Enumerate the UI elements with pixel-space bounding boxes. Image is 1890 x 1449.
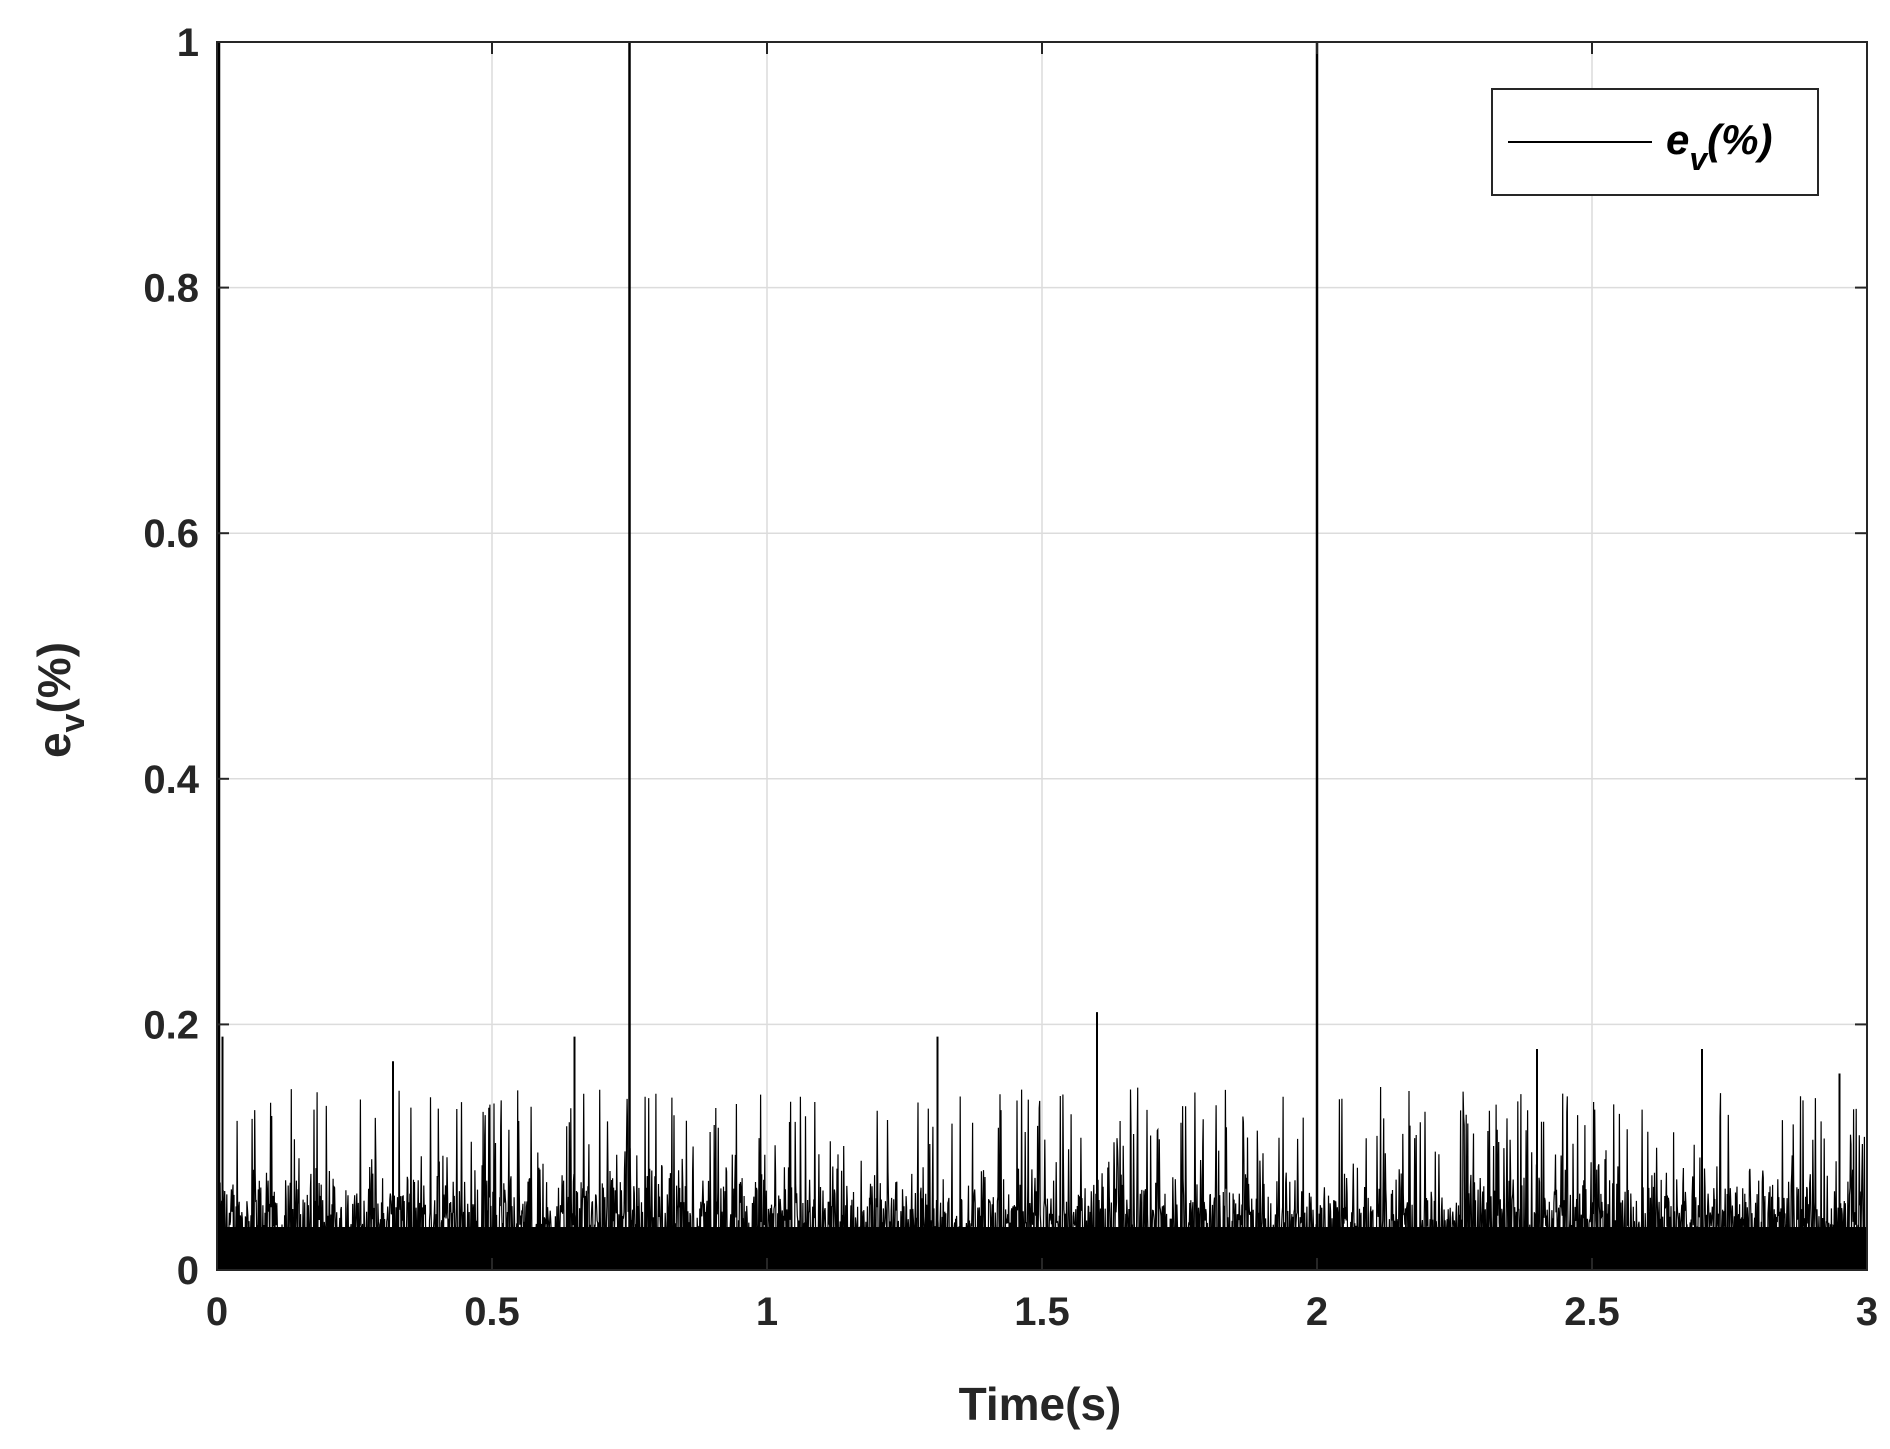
x-tick-labels: 0 0.5 1 1.5 2 2.5 3 [206, 1290, 1878, 1334]
y-axis-label-base: e [28, 732, 80, 758]
y-tick-label: 1 [177, 21, 199, 65]
y-axis-label-sub: v [54, 713, 92, 732]
x-tick-label: 3 [1856, 1290, 1878, 1334]
x-tick-label: 0.5 [464, 1290, 520, 1334]
x-tick-label: 0 [206, 1290, 228, 1334]
svg-text:ev(%): ev(%) [28, 642, 92, 758]
legend-label-rest: (%) [1707, 116, 1772, 163]
y-tick-labels: 0 0.2 0.4 0.6 0.8 1 [143, 21, 199, 1293]
x-tick-label: 2.5 [1564, 1290, 1620, 1334]
x-tick-label: 1 [756, 1290, 778, 1334]
y-tick-label: 0.6 [143, 512, 199, 556]
y-tick-label: 0.8 [143, 267, 199, 311]
y-axis-label-rest: (%) [28, 642, 80, 714]
y-axis-label: ev(%) [28, 642, 92, 758]
y-tick-label: 0 [177, 1249, 199, 1293]
x-axis-label: Time(s) [959, 1378, 1122, 1430]
x-tick-label: 2 [1306, 1290, 1328, 1334]
legend-label-sub: v [1689, 141, 1709, 177]
x-tick-label: 1.5 [1014, 1290, 1070, 1334]
legend-label-base: e [1666, 116, 1689, 163]
y-tick-label: 0.2 [143, 1003, 199, 1047]
y-tick-label: 0.4 [143, 758, 199, 802]
svg-text:ev(%): ev(%) [1666, 116, 1772, 177]
ticks [216, 41, 1868, 1271]
legend: ev(%) [1491, 88, 1819, 196]
